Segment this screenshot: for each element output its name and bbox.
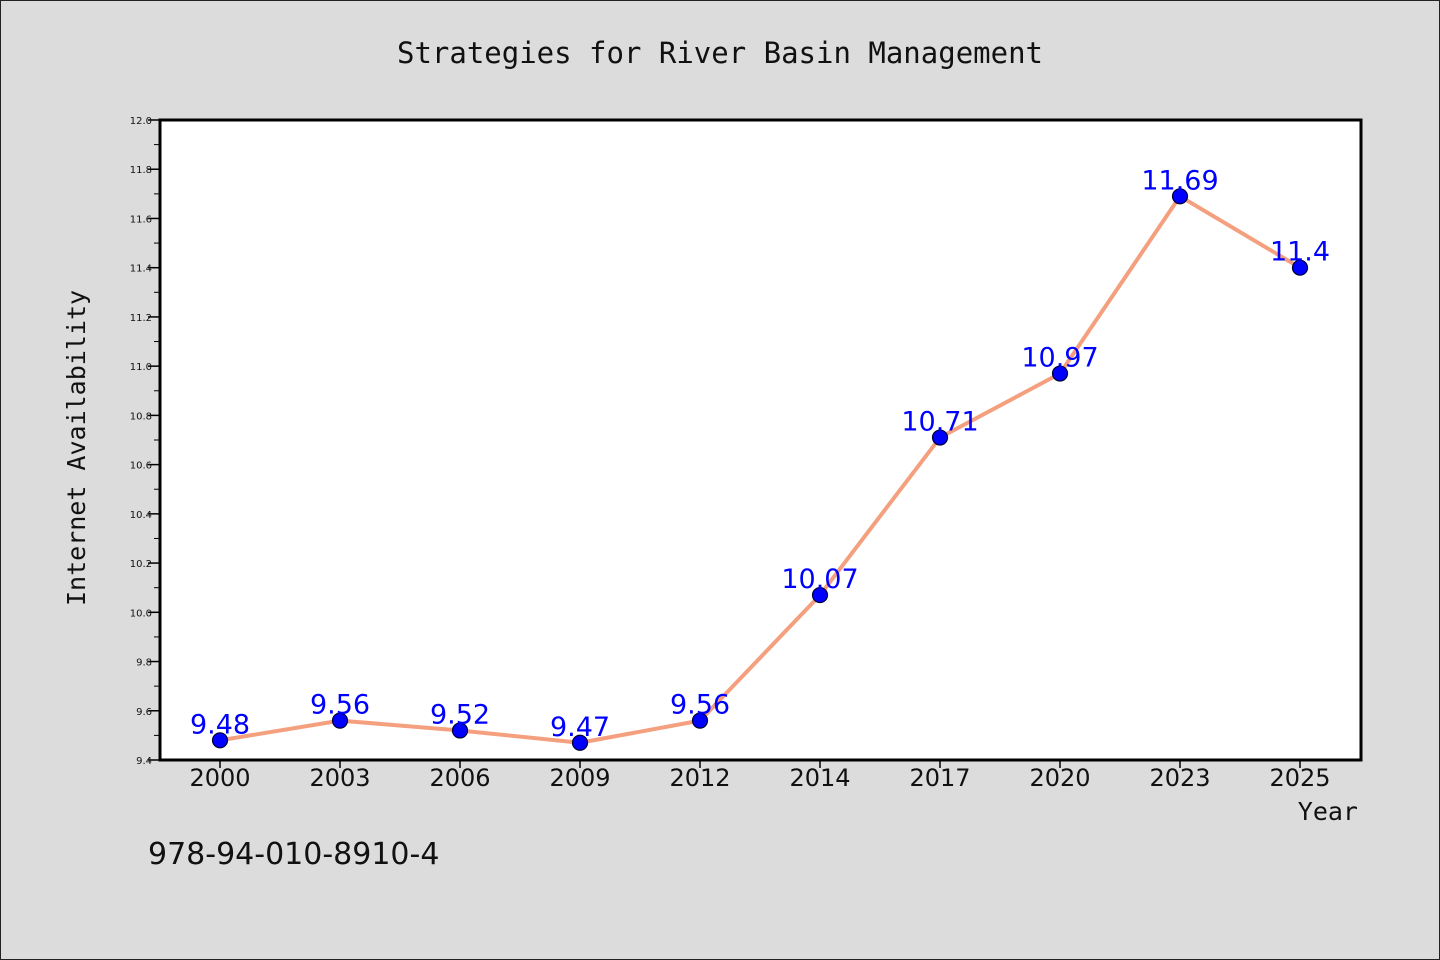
- y-axis-label: Internet Availability: [62, 290, 91, 606]
- y-tick-label: 10.4: [130, 510, 152, 521]
- y-tick-label: 11.0: [130, 362, 152, 373]
- y-tick-label: 11.2: [130, 313, 152, 324]
- data-label: 9.48: [190, 709, 250, 740]
- data-label: 9.47: [550, 712, 610, 743]
- y-tick-label: 12.0: [130, 116, 152, 127]
- x-tick-label: 2014: [789, 764, 850, 792]
- x-tick-label: 2003: [309, 764, 370, 792]
- y-tick-label: 10.8: [130, 411, 152, 422]
- data-label: 11.4: [1270, 237, 1330, 268]
- data-markers: [211, 188, 1309, 751]
- data-point: [691, 712, 709, 729]
- y-axis: 9.4 9.6 9.8 10.0 10.2 10.4 10.6 10.8 11.0 11.2 11.…: [130, 116, 160, 767]
- x-tick-label: 2023: [1149, 764, 1210, 792]
- data-point: [1171, 188, 1189, 205]
- x-axis: 2000 2003 2006 2009 2012 2014 2017 2020 2023 2025: [189, 760, 1331, 792]
- series-line: [219, 194, 1302, 745]
- data-label: 10.71: [901, 407, 978, 438]
- y-tick-label: 9.8: [136, 658, 152, 669]
- x-tick-label: 2009: [549, 764, 610, 792]
- data-labels: 9.48 9.56 9.52 9.47 9.56 10.07 10.71 10.97 11.69…: [190, 165, 1330, 742]
- y-tick-label: 10.2: [130, 559, 152, 570]
- data-point: [1051, 365, 1069, 382]
- y-tick-label: 10.0: [130, 608, 152, 619]
- data-point: [451, 722, 469, 739]
- x-tick-label: 2020: [1029, 764, 1090, 792]
- data-label: 10.07: [781, 564, 858, 595]
- footer-code: 978-94-010-8910-4: [148, 837, 439, 872]
- y-tick-label: 11.6: [130, 214, 152, 225]
- x-tick-label: 2006: [429, 764, 490, 792]
- y-tick-label: 9.6: [136, 707, 152, 718]
- y-tick-label: 11.8: [130, 165, 152, 176]
- data-label: 10.97: [1021, 343, 1098, 374]
- chart-title: Strategies for River Basin Management: [397, 36, 1043, 70]
- data-label: 9.52: [430, 699, 490, 730]
- x-tick-label: 2012: [669, 764, 730, 792]
- x-tick-label: 2000: [189, 764, 250, 792]
- data-point: [931, 429, 949, 446]
- plot-area: [158, 118, 1363, 762]
- data-point: [811, 586, 829, 604]
- x-tick-label: 2017: [909, 764, 970, 792]
- y-tick-label: 11.4: [130, 264, 152, 275]
- data-point: [211, 732, 229, 749]
- x-tick-label: 2025: [1269, 764, 1330, 792]
- x-axis-label: Year: [1298, 797, 1358, 826]
- data-point: [571, 734, 589, 751]
- data-point: [1291, 259, 1309, 276]
- y-tick-label: 9.4: [136, 756, 152, 767]
- data-point: [331, 712, 349, 729]
- data-label: 9.56: [670, 690, 730, 721]
- data-label: 11.69: [1141, 165, 1218, 196]
- y-tick-label: 10.6: [130, 461, 152, 472]
- data-label: 9.56: [310, 690, 370, 721]
